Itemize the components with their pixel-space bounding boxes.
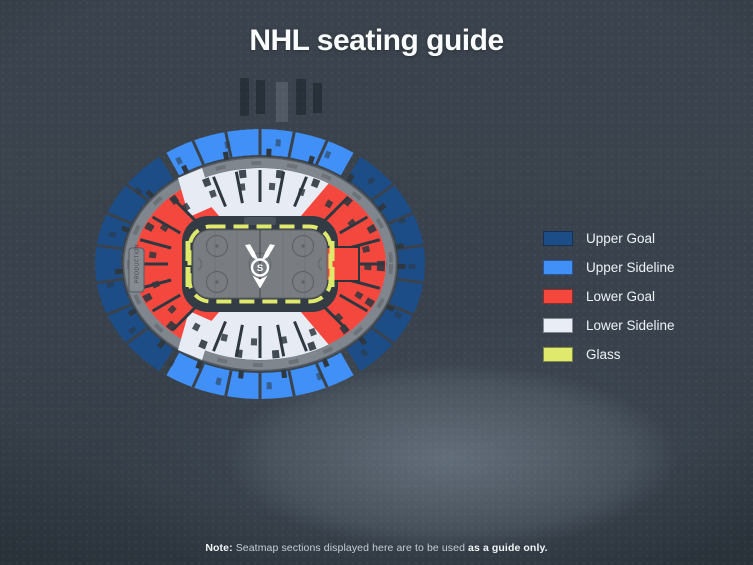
upper-bowl-section-dividers (96, 129, 424, 399)
arena-banner (240, 78, 249, 116)
production-label: PRODUCTION (135, 244, 141, 283)
lower-goal-label: Lower Goal (586, 289, 656, 304)
note-body: Seatmap sections displayed here are to b… (232, 542, 469, 554)
logo-right-wing (261, 244, 275, 261)
lower-bowl-stair-marks (148, 182, 372, 346)
legend-item-lower-sideline: Lower Sideline (543, 318, 675, 333)
glass-ring (185, 224, 335, 304)
lower-goal-swatch (543, 289, 573, 304)
glass-swatch (543, 347, 573, 362)
goal-creases (197, 257, 323, 271)
disclaimer-note: Note: Seatmap sections displayed here ar… (0, 542, 753, 554)
logo-letter: S (257, 263, 263, 274)
production-area: PRODUCTION (128, 244, 145, 293)
arena-banner (313, 83, 322, 113)
arena-flag (276, 82, 288, 122)
lower-sideline-label: Lower Sideline (586, 318, 675, 333)
arena-seatmap: PRODUCTION (95, 129, 425, 399)
ice-rink (192, 229, 328, 299)
arena-banner (296, 79, 306, 115)
faceoff-dots (215, 244, 305, 284)
center-logo: S (245, 244, 275, 289)
legend-item-lower-goal: Lower Goal (543, 289, 675, 304)
page-title: NHL seating guide (249, 24, 504, 57)
legend: Upper Goal Upper Sideline Lower Goal Low… (543, 231, 675, 362)
upper-sideline-label: Upper Sideline (586, 260, 675, 275)
note-prefix: Note: (205, 542, 233, 554)
upper-bowl-tunnel-marks (114, 148, 406, 380)
scoreboard-tab (244, 217, 276, 225)
glass-label: Glass (586, 347, 621, 362)
upper-goal-label: Upper Goal (586, 231, 656, 246)
legend-item-upper-sideline: Upper Sideline (543, 260, 675, 275)
logo-tail (252, 275, 268, 289)
upper-sideline-swatch (543, 260, 573, 275)
logo-left-wing (245, 244, 259, 261)
upper-bowl-stair-marks (104, 138, 416, 390)
legend-item-upper-goal: Upper Goal (543, 231, 675, 246)
legend-item-glass: Glass (543, 347, 675, 362)
upper-goal-swatch (543, 231, 573, 246)
note-emphasis: as a guide only. (468, 542, 548, 554)
lower-sideline-swatch (543, 318, 573, 333)
arena-banner (256, 80, 265, 114)
faceoff-circles (205, 234, 315, 294)
